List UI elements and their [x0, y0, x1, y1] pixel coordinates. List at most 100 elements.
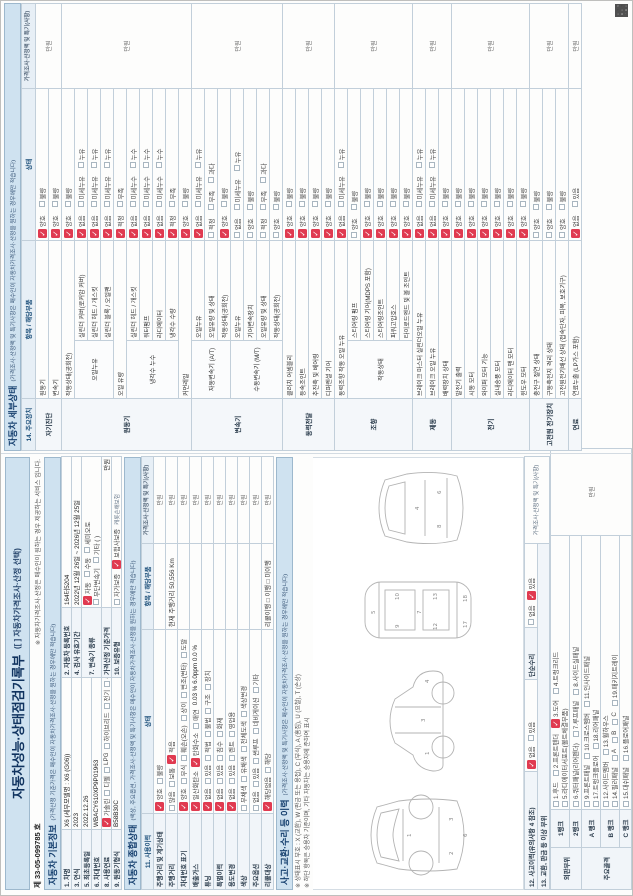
checkbox-썬루프[interactable] — [252, 757, 259, 764]
checkbox-수소전기[interactable] — [103, 680, 110, 687]
checkbox-17.트렁크플로어[interactable] — [592, 801, 599, 807]
checkbox-침수[interactable] — [216, 754, 223, 761]
checkbox-5.라디에이터서포트(볼트체결부품)[interactable] — [561, 801, 568, 807]
checkbox-매연[interactable] — [192, 722, 199, 729]
checkbox-누유[interactable] — [416, 162, 422, 169]
checkbox-불량[interactable] — [221, 201, 227, 208]
checked-checkbox-없음[interactable]: ✓ — [414, 228, 424, 238]
checkbox-색상변경[interactable] — [240, 711, 247, 718]
checkbox-불량[interactable] — [39, 201, 45, 208]
checked-checkbox-양호[interactable]: ✓ — [440, 228, 450, 238]
checkbox-미세누유[interactable] — [234, 204, 240, 211]
checkbox-양호[interactable] — [559, 231, 565, 238]
checked-checkbox-양호[interactable]: ✓ — [310, 228, 320, 238]
checkbox-미세누유[interactable] — [338, 201, 344, 208]
checkbox-불량[interactable] — [403, 201, 409, 208]
checkbox-영업용[interactable] — [228, 731, 235, 738]
checkbox-미세누유[interactable] — [429, 201, 435, 208]
checkbox-불량[interactable] — [247, 204, 253, 211]
checkbox-양호[interactable] — [533, 231, 539, 238]
checked-checkbox-없음[interactable]: ✓ — [526, 760, 536, 769]
checkbox-미세누수[interactable] — [156, 201, 162, 208]
checked-checkbox-양호[interactable]: ✓ — [37, 228, 47, 238]
checkbox-양호[interactable] — [546, 231, 552, 238]
checkbox-누수[interactable] — [143, 162, 149, 169]
checkbox-양호[interactable] — [351, 231, 357, 238]
checkbox-누수[interactable] — [156, 162, 162, 169]
checked-checkbox-양호[interactable]: ✓ — [453, 228, 463, 238]
checked-checkbox-양호[interactable]: ✓ — [179, 802, 188, 811]
checked-checkbox-양호[interactable]: ✓ — [388, 228, 398, 238]
checkbox-불량[interactable] — [455, 201, 461, 208]
checkbox-불량[interactable] — [325, 201, 331, 208]
checked-checkbox-양호[interactable]: ✓ — [466, 228, 476, 238]
checkbox-자가보증[interactable] — [113, 599, 120, 605]
checkbox-누수[interactable] — [130, 162, 136, 169]
checkbox-10.크로스멤버[interactable] — [583, 752, 590, 759]
checked-checkbox-적정[interactable]: ✓ — [167, 228, 177, 238]
checkbox-장치[interactable] — [204, 684, 211, 691]
checkbox-6.쿼터패널(리어펜더)[interactable] — [572, 801, 579, 807]
checkbox-미세누유[interactable] — [195, 201, 201, 208]
checkbox-누유[interactable] — [78, 162, 84, 169]
checked-checkbox-없음[interactable]: ✓ — [193, 228, 203, 238]
checkbox-상이[interactable] — [180, 715, 187, 722]
checkbox-적정[interactable] — [208, 231, 214, 238]
checked-checkbox-적정[interactable]: ✓ — [115, 228, 125, 238]
checkbox-미세누수[interactable] — [130, 201, 136, 208]
checkbox-부식[interactable] — [180, 778, 187, 785]
checkbox-누유[interactable] — [429, 162, 435, 169]
checkbox-누유[interactable] — [195, 162, 201, 169]
checkbox-불량[interactable] — [299, 201, 305, 208]
checkbox-불량[interactable] — [481, 201, 487, 208]
checked-checkbox-일산화탄소[interactable]: ✓ — [191, 802, 200, 811]
checkbox-화재[interactable] — [216, 731, 223, 738]
checkbox-불량[interactable] — [533, 204, 539, 211]
checkbox-양호[interactable] — [273, 231, 279, 238]
checkbox-미세누유[interactable] — [104, 201, 110, 208]
checked-checkbox-없음[interactable]: ✓ — [215, 802, 224, 811]
checked-checkbox-양호[interactable]: ✓ — [505, 228, 515, 238]
checked-checkbox-양호[interactable]: ✓ — [284, 228, 294, 238]
checkbox-부족[interactable] — [169, 201, 175, 208]
checkbox-과다[interactable] — [260, 176, 266, 183]
checkbox-미세누유[interactable] — [78, 201, 84, 208]
checkbox-불량[interactable] — [156, 778, 163, 785]
checked-checkbox-양호[interactable]: ✓ — [297, 228, 307, 238]
checked-checkbox-없음[interactable]: ✓ — [227, 802, 236, 811]
checked-checkbox-탄화수소[interactable]: ✓ — [191, 758, 200, 768]
checkbox-불량[interactable] — [559, 204, 565, 211]
checkbox-렌트[interactable] — [228, 754, 235, 761]
checkbox-적정[interactable] — [260, 231, 266, 238]
checkbox-기타[interactable] — [252, 687, 259, 694]
checkbox-2.프론트펜더[interactable] — [552, 770, 559, 777]
checkbox-미세누유[interactable] — [91, 201, 97, 208]
checkbox-19.패키지트레이[interactable] — [611, 700, 618, 707]
checked-checkbox-보험사보증[interactable]: ✓ — [112, 559, 121, 569]
checked-checkbox-양호[interactable]: ✓ — [518, 228, 528, 238]
checkbox-유채색[interactable] — [240, 775, 247, 782]
checkbox-7.루프패널[interactable] — [572, 731, 579, 738]
checked-checkbox-3.도어[interactable]: ✓ — [551, 718, 560, 728]
checkbox-불량[interactable] — [182, 201, 188, 208]
checkbox-세미오토[interactable] — [84, 546, 90, 553]
checkbox-누유[interactable] — [104, 162, 110, 169]
checkbox-18.리어패널[interactable] — [592, 743, 599, 750]
checkbox-불량[interactable] — [286, 201, 292, 208]
checked-checkbox-없음[interactable]: ✓ — [76, 228, 86, 238]
checkbox-있음[interactable] — [228, 778, 235, 785]
checkbox-있음[interactable] — [528, 735, 534, 742]
checked-checkbox-가솔린[interactable]: ✓ — [102, 818, 111, 827]
checkbox-양호[interactable] — [247, 231, 253, 238]
checkbox-부족[interactable] — [117, 201, 123, 208]
checkbox-불량[interactable] — [351, 204, 357, 211]
checkbox-수동[interactable] — [84, 571, 90, 578]
checkbox-부족[interactable] — [208, 204, 214, 211]
checkbox-불량[interactable] — [442, 201, 448, 208]
checkbox-하이브리드[interactable] — [103, 743, 110, 750]
checkbox-전체도색[interactable] — [240, 746, 247, 753]
checked-checkbox-해당없음[interactable]: ✓ — [263, 802, 272, 811]
checked-checkbox-없음[interactable]: ✓ — [128, 228, 138, 238]
checkbox-8.사이드실패널[interactable] — [572, 688, 579, 695]
checkbox-11.인사이드패널[interactable] — [583, 701, 590, 708]
